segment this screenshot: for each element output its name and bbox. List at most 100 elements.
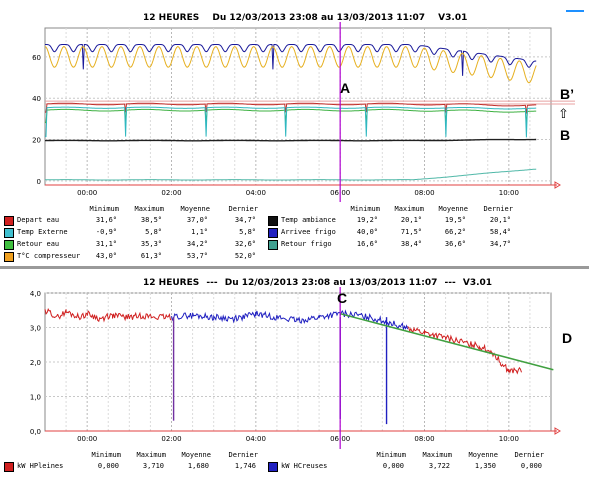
chart1-legend-right-name: Retour frigo	[281, 240, 332, 248]
chart2-y-tick-label: 0,0	[30, 428, 41, 436]
chart2-title-dash1: ---	[206, 278, 218, 288]
chart1-x-tick-label: 02:00	[161, 189, 181, 197]
chart1-legend-left-value: 1,1°	[191, 228, 208, 236]
chart2-legend-right-row: kW HCreuses 0,000 3,722 1,350 0,000	[268, 461, 548, 473]
chart1-legend-right-value: 36,6°	[444, 240, 466, 248]
chart1-legend-left-value: 31,6°	[95, 216, 117, 224]
chart2-y-tick-label: 3,0	[30, 325, 41, 333]
chart1-x-tick-label: 04:00	[246, 189, 266, 197]
chart2-title-period: 12 HEURES	[143, 278, 200, 288]
chart2-x-tick-label: 10:00	[499, 435, 519, 443]
chart2-legend-left-name: kW HPleines	[17, 462, 64, 470]
chart1-series-arrivee-frigo	[45, 44, 537, 76]
chart1-title-range: Du 12/03/2013 23:08 au 13/03/2013 11:07	[212, 13, 426, 23]
chart1-legend-right-value: 34,7°	[489, 240, 511, 248]
chart1-legend-right-value: 66,2°	[444, 228, 466, 236]
chart1-legend-left-row: Depart eau 31,6° 38,5° 37,0° 34,7°	[4, 215, 284, 227]
chart1-y-tick-label: 40	[32, 95, 41, 103]
chart1-legend-right-name: Arrivee frigo	[281, 228, 336, 236]
chart2-legend-left-value: 3,710	[142, 462, 164, 470]
chart2-legend-right-name: kW HCreuses	[281, 462, 328, 470]
chart1-legend-right-swatch	[268, 216, 278, 226]
chart2-x-tick-label: 04:00	[246, 435, 266, 443]
chart2-legend-left-header: Minimum	[91, 451, 121, 459]
chart1-series-depart-eau	[44, 102, 537, 114]
chart2-title-dash2: ---	[444, 278, 456, 288]
chart2-y-tick-label: 1,0	[30, 394, 41, 402]
chart1-legend-left-value: 34,7°	[234, 216, 256, 224]
chart1-x-tick-label: 00:00	[77, 189, 97, 197]
chart1-legend-left-value: 53,7°	[186, 252, 208, 260]
chart2-series-kw-hcreuses	[171, 309, 409, 332]
chart1-legend-left-name: Depart eau	[17, 216, 60, 224]
chart1-series-retour-frigo	[45, 168, 537, 181]
chart1-legend-left-value: 5,8°	[145, 228, 162, 236]
chart1-legend: Minimum Maximum Moyenne Dernier Minimum Maxi…	[0, 203, 589, 263]
chart1-x-tick-label: 10:00	[499, 189, 519, 197]
chart2-legend-right-value: 1,350	[474, 462, 496, 470]
chart1-legend-left-header: Moyenne	[180, 205, 210, 213]
chart1-y-tick-label: 20	[32, 137, 41, 145]
chart1-legend-right-header: Moyenne	[438, 205, 468, 213]
chart2-x-tick-label: 00:00	[77, 435, 97, 443]
chart1-legend-left-value: 32,6°	[234, 240, 256, 248]
chart2-legend-left-value: 0,000	[97, 462, 119, 470]
chart1-legend-left-value: 5,8°	[239, 228, 256, 236]
chart1-legend-left-value: 35,3°	[140, 240, 162, 248]
chart2-legend-right-header: Minimum	[376, 451, 406, 459]
top-link-bar[interactable]	[566, 10, 584, 12]
chart1-legend-headers-right: Minimum Maximum Moyenne Dernier	[0, 205, 589, 215]
chart2-trend-line	[339, 312, 554, 371]
chart1-legend-right-name: Temp ambiance	[281, 216, 336, 224]
chart2-legend-left-header: Dernier	[228, 451, 258, 459]
chart1-legend-left-name: Temp Externe	[17, 228, 68, 236]
chart1-legend-headers-left: Minimum Maximum Moyenne Dernier	[0, 205, 300, 215]
chart1-title-period: 12 HEURES	[143, 13, 200, 23]
chart2-legend-right-header: Maximum	[422, 451, 452, 459]
chart2-x-tick-label: 02:00	[161, 435, 181, 443]
chart2-legend: Minimum Maximum Moyenne Dernier Minimum Maxim…	[0, 449, 589, 479]
chart2-legend-left-header: Moyenne	[181, 451, 211, 459]
chart2-y-tick-label: 4,0	[30, 290, 41, 298]
chart1-annotation-b-prime: B’	[560, 86, 574, 102]
chart1-legend-right-row: Retour frigo 16,6° 38,4° 36,6° 34,7°	[268, 239, 548, 251]
chart1-legend-right-value: 20,1°	[489, 216, 511, 224]
chart1-legend-right-header: Dernier	[483, 205, 513, 213]
chart1-series-temp-externe	[44, 106, 537, 138]
chart2-legend-left-header: Maximum	[136, 451, 166, 459]
chart2-legend-right-value: 0,000	[520, 462, 542, 470]
chart1-annotation-b: B	[560, 127, 571, 143]
chart2-plot: 0,01,02,03,04,000:0002:0004:0006:0008:00…	[30, 287, 561, 449]
chart1-legend-right-row: Arrivee frigo 40,0° 71,5° 66,2° 58,4°	[268, 227, 548, 239]
chart1-legend-right-swatch	[268, 240, 278, 250]
chart1-legend-left-value: 52,0°	[234, 252, 256, 260]
chart1-legend-right-header: Maximum	[394, 205, 424, 213]
chart2-y-tick-label: 2,0	[30, 359, 41, 367]
chart2-x-axis-arrow	[554, 427, 561, 435]
chart1-legend-right-row: Temp ambiance 19,2° 20,1° 19,5° 20,1°	[268, 215, 548, 227]
chart1-y-tick-label: 0	[37, 178, 41, 186]
chart1-y-tick-label: 60	[32, 54, 41, 62]
chart2-legend-right-header: Moyenne	[468, 451, 498, 459]
chart2-legend-left-swatch	[4, 462, 14, 472]
chart1-legend-right-value: 16,6°	[356, 240, 378, 248]
chart1-annotation-arrow: ⇧	[558, 106, 569, 121]
chart2-legend-headers: Minimum Maximum Moyenne Dernier Minimum Maxim…	[0, 451, 589, 461]
chart1-legend-left-row: T°C compresseur 43,0° 61,3° 53,7° 52,0°	[4, 251, 284, 263]
chart1-legend-left-swatch	[4, 216, 14, 226]
chart1-legend-left-value: 37,0°	[186, 216, 208, 224]
chart1-legend-left-swatch	[4, 228, 14, 238]
chart1-legend-right-swatch	[268, 228, 278, 238]
chart1-legend-left-value: 34,2°	[186, 240, 208, 248]
chart1-series-temp-ambiance	[45, 138, 537, 142]
chart1-legend-left-swatch	[4, 252, 14, 262]
chart1-legend-left-header: Maximum	[134, 205, 164, 213]
chart1-legend-left-header: Minimum	[89, 205, 119, 213]
chart1-legend-left-name: Retour eau	[17, 240, 60, 248]
chart1-legend-left-value: 43,0°	[95, 252, 117, 260]
chart1-legend-left-value: 38,5°	[140, 216, 162, 224]
chart1-legend-right-value: 38,4°	[400, 240, 422, 248]
chart1-legend-right-value: 19,2°	[356, 216, 378, 224]
chart2-legend-right-value: 0,000	[382, 462, 404, 470]
